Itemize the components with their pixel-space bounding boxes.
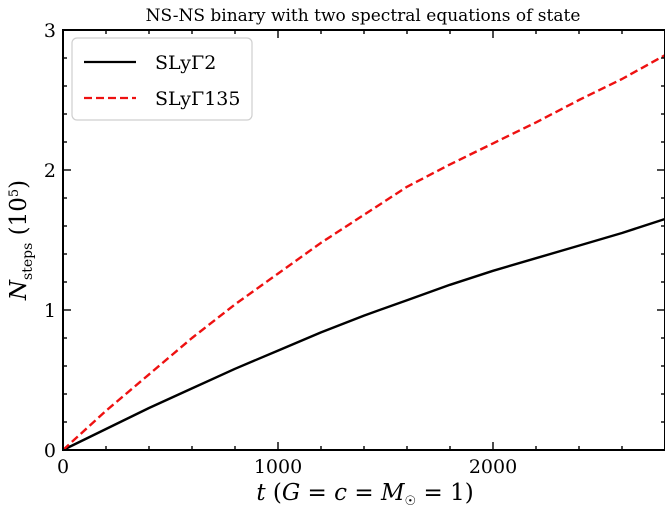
- series-line-0: [62, 217, 665, 452]
- x-tick-label: 1000: [254, 456, 302, 478]
- series-line-1: [62, 54, 665, 451]
- x-axis-label: t (G = c = M☉ = 1): [256, 480, 473, 506]
- y-axis-label: Nsteps (105): [6, 180, 36, 301]
- legend-label-slygamma135: SLyΓ135: [155, 88, 240, 110]
- y-tick-label: 3: [44, 20, 56, 42]
- chart-title: NS-NS binary with two spectral equations…: [146, 6, 581, 26]
- x-tick-label: 2000: [469, 456, 517, 478]
- legend-label-slygamma2: SLyΓ2: [155, 52, 216, 74]
- ticks-layer: 0 1000 2000 0 1 2 3: [44, 20, 665, 478]
- svg-text:Nsteps (105): Nsteps (105): [6, 180, 36, 301]
- legend-box: [71, 37, 253, 121]
- legend: SLyΓ2 SLyΓ135: [71, 37, 253, 121]
- y-tick-label: 0: [44, 440, 56, 462]
- x-tick-label: 0: [57, 456, 69, 478]
- svg-text:t (G = c = M☉ = 1): t (G = c = M☉ = 1): [256, 480, 473, 506]
- series-layer: [62, 54, 665, 452]
- y-tick-label: 1: [44, 300, 56, 322]
- y-tick-label: 2: [44, 160, 56, 182]
